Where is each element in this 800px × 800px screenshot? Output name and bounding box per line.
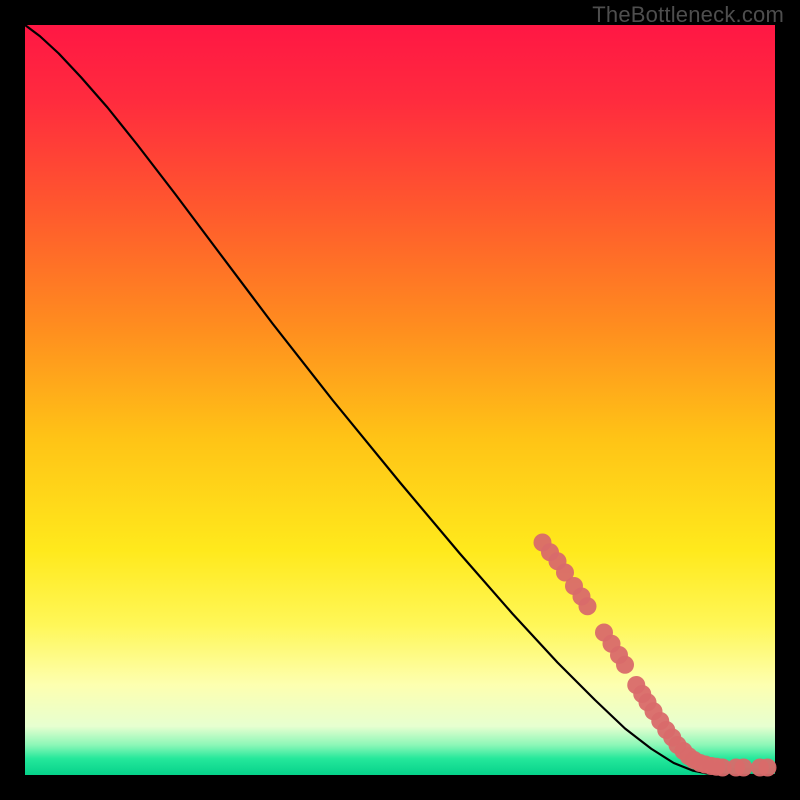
- chart-canvas: TheBottleneck.com: [0, 0, 800, 800]
- plot-background: [25, 25, 775, 775]
- data-point: [579, 597, 597, 615]
- data-point: [616, 656, 634, 674]
- bottleneck-chart-svg: [0, 0, 800, 800]
- data-point: [735, 759, 753, 777]
- watermark-text: TheBottleneck.com: [592, 2, 784, 28]
- data-point: [759, 759, 777, 777]
